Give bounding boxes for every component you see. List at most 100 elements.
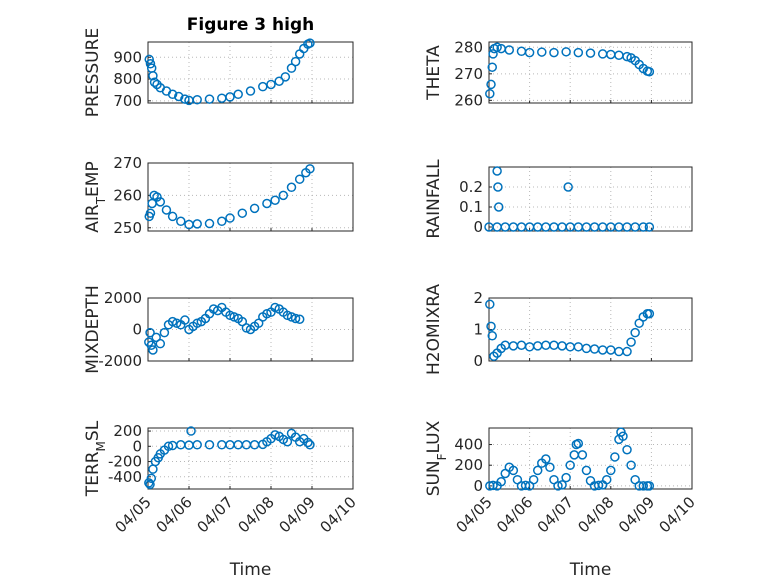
data-point [622,444,632,455]
data-point [492,42,502,53]
data-point [180,315,190,325]
data-point [561,472,571,483]
y-axis-label-part: RAINFALL [424,159,444,239]
data-point [644,481,655,491]
y-axis-label-part: TERR [83,451,103,497]
data-point [593,480,604,491]
data-point [249,203,260,214]
data-point [144,54,154,65]
y-axis-label-part: THETA [424,45,444,101]
data-point [171,318,182,328]
data-point [282,436,293,447]
data-point [145,327,155,338]
data-point [225,213,235,223]
subplot-4: 0 0.1 0.2 RAINFALL [424,159,693,239]
data-point [610,452,620,462]
data-point [553,481,563,491]
x-axis-label: Time [569,560,612,580]
data-point [245,86,256,96]
data-point [541,454,551,464]
data-point [563,182,573,192]
data-point [278,190,289,201]
data-point [149,77,160,88]
data-point [487,331,497,341]
y-tick-label: -400 [108,468,142,486]
axes-box [147,427,354,490]
axes-background [489,428,692,489]
data-point [577,450,588,460]
data-point [537,47,547,57]
data-point [148,71,158,81]
data-point [155,338,166,349]
data-point [294,314,305,325]
y-tick-label: 260 [454,91,483,109]
y-axis-label: MIXDEPTH [83,285,103,374]
data-point [486,321,496,332]
y-axis-label: SUNFLUX [424,420,449,496]
y-axis-label: THETA [424,45,444,101]
y-tick-label: 0 [132,321,142,339]
y-tick-label: 0.1 [459,198,483,216]
data-point [192,440,202,450]
y-tick-label: 0 [473,352,483,370]
data-point [524,47,535,58]
y-tick-label: 900 [113,48,142,66]
y-tick-label: 270 [454,65,483,83]
data-point [486,79,496,90]
data-point [146,473,157,484]
data-point [618,431,628,442]
y-axis-label-part: PRESSURE [83,28,103,117]
data-point [581,465,592,476]
data-point [520,480,531,491]
data-point [622,51,632,62]
axes-background [489,167,692,231]
data-point [286,312,297,322]
data-point [274,76,284,86]
y-tick-label: 2000 [104,289,142,307]
data-point [496,477,506,487]
data-point [573,438,584,449]
y-tick-label: -2000 [98,352,142,370]
y-axis-label-part: EMP [83,161,103,197]
data-point [622,346,632,357]
data-point [286,63,297,73]
data-point [644,66,655,77]
data-point [294,174,305,184]
y-axis-label-part: SUN [424,460,444,496]
data-point [270,195,280,205]
y-axis-label-part: SL [83,420,103,441]
y-tick-label: 1 [473,321,483,339]
data-point [492,166,502,176]
axes-box [147,41,354,104]
y-tick-label: -200 [108,453,142,471]
y-tick-label: 400 [454,436,483,454]
data-point [266,79,276,90]
data-point [144,478,154,488]
data-point [192,318,202,328]
data-point [280,72,291,82]
y-axis-label: PRESSURE [83,28,103,117]
y-tick-label: 0 [473,218,483,236]
data-point [488,49,498,59]
plot-title: Figure 3 high [187,15,315,35]
data-point [305,38,315,48]
axes-background [148,428,353,489]
data-point [493,182,503,192]
y-tick-label: 270 [113,154,142,172]
y-tick-label: 0.2 [459,178,483,196]
data-point [282,310,293,321]
axes-box [488,427,693,490]
data-point [286,182,297,193]
data-point [225,310,235,321]
data-point [565,460,575,470]
data-point [557,480,567,490]
data-point [561,47,571,57]
data-point [585,48,596,58]
y-axis-label: H2OMIXRA [424,284,444,375]
data-point [145,479,155,490]
y-tick-label: 0 [132,437,142,455]
y-axis-label-part: M [94,441,108,451]
data-point [290,313,301,324]
